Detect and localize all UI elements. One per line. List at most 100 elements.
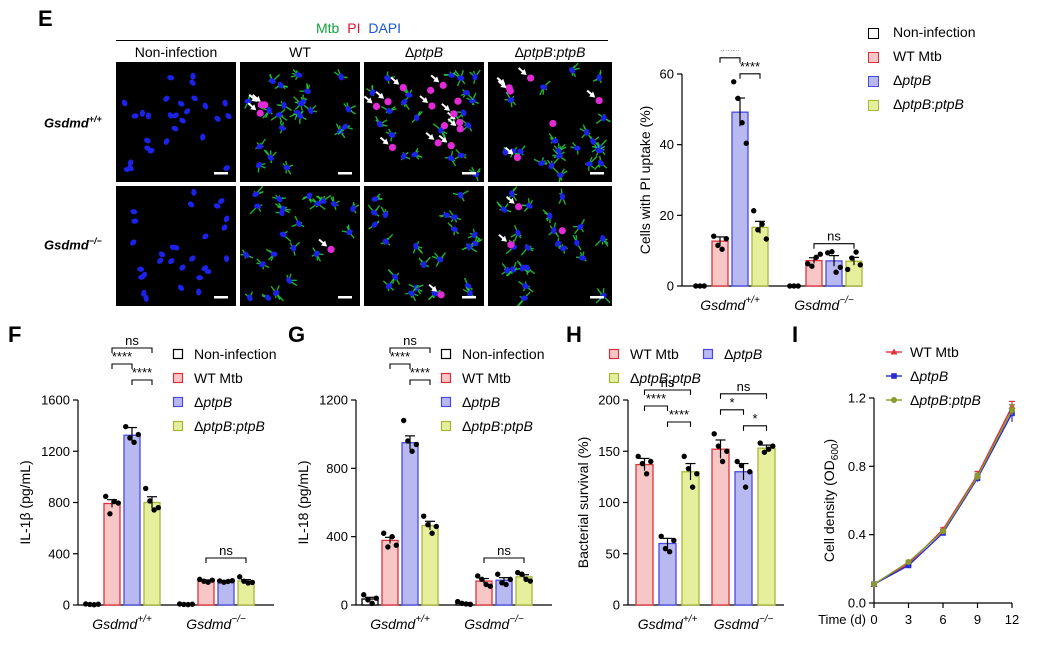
legend-label: ΔptpB — [194, 394, 232, 410]
nucleus — [276, 196, 283, 203]
data-point — [757, 440, 763, 446]
y-tick-label: 0 — [667, 279, 674, 294]
nucleus — [272, 290, 280, 297]
nucleus — [313, 250, 320, 258]
scale-bar — [590, 296, 604, 299]
legend-label: WT Mtb — [893, 48, 942, 64]
group-label: Gsdmd+/+ — [92, 614, 152, 632]
y-tick-label: 100 — [598, 495, 620, 510]
scale-bar — [590, 172, 604, 175]
nucleus — [524, 244, 531, 251]
legend-label: WT Mtb — [630, 346, 679, 362]
pi-positive-cell — [513, 153, 522, 162]
nucleus — [147, 148, 155, 154]
data-point — [249, 579, 255, 586]
panel-letter-f: F — [8, 322, 22, 347]
nucleus — [385, 282, 393, 289]
micrograph-ko-col3 — [364, 186, 484, 306]
significance-bracket — [719, 393, 768, 399]
micrograph-image — [130, 188, 230, 302]
data-point — [459, 600, 465, 606]
nucleus — [469, 98, 477, 104]
significance-label: ns — [403, 336, 417, 348]
nucleus — [421, 261, 427, 269]
nucleus — [431, 290, 439, 297]
nucleus — [386, 108, 393, 114]
data-point — [739, 120, 745, 126]
y-axis-label: IL-18 (pg/mL) — [295, 460, 311, 544]
nucleus — [252, 191, 260, 197]
legend-item: ΔptpB:ptpB — [868, 96, 964, 112]
significance-bracket — [666, 421, 692, 427]
arrow-head — [251, 95, 258, 102]
data-point — [701, 283, 707, 289]
micrograph-image — [496, 62, 611, 182]
nucleus — [171, 125, 179, 132]
group-label: Gsdmd−/− — [794, 295, 854, 313]
data-point — [237, 574, 243, 580]
nucleus — [346, 229, 353, 236]
nucleus — [330, 201, 338, 207]
pi-positive-cell — [388, 143, 397, 152]
nucleus — [223, 215, 230, 223]
nucleus — [500, 206, 508, 213]
data-point — [734, 458, 740, 465]
scale-bar — [214, 172, 228, 175]
data-point — [693, 283, 699, 289]
stain-label-pi: PI — [347, 20, 361, 36]
legend-swatch — [868, 27, 879, 39]
nucleus — [297, 101, 305, 107]
pi-positive-cell — [456, 125, 464, 133]
nucleus — [144, 137, 151, 144]
nucleus — [131, 218, 139, 224]
data-point — [201, 578, 207, 584]
data-point — [715, 242, 721, 249]
nucleus — [338, 73, 344, 81]
nucleus — [179, 117, 186, 124]
data-point — [499, 580, 505, 586]
nucleus — [254, 203, 262, 209]
micrograph-wt-col2 — [240, 62, 360, 182]
data-point — [463, 601, 469, 607]
nucleus — [350, 205, 356, 212]
legend-item: ΔptpB — [868, 72, 931, 88]
micrograph-header-rule — [116, 40, 608, 41]
nucleus — [222, 99, 228, 107]
legend-swatch — [868, 75, 879, 87]
data-point — [479, 576, 485, 583]
legend-swatch — [440, 348, 452, 360]
pi-positive-cell — [454, 97, 462, 105]
significance-bracket — [205, 557, 247, 563]
legend-item: Non-infection — [172, 346, 277, 362]
nucleus — [200, 133, 206, 141]
nucleus — [297, 113, 304, 119]
nucleus — [177, 100, 185, 107]
nucleus — [131, 113, 139, 119]
data-point — [697, 283, 703, 289]
legend-item: ΔptpB:ptpB — [172, 418, 265, 434]
significance-label: **** — [740, 59, 760, 74]
data-point — [151, 507, 157, 513]
arrow-head — [507, 148, 514, 155]
arrow-head — [433, 76, 440, 83]
y-tick-label: 1200 — [41, 444, 70, 459]
data-point — [747, 469, 753, 475]
arrow-head — [421, 97, 428, 104]
nucleus — [540, 84, 547, 90]
nucleus — [179, 264, 186, 271]
nucleus — [579, 255, 587, 261]
nucleus — [507, 97, 515, 103]
significance-label: **** — [410, 365, 430, 380]
data-point — [849, 255, 855, 261]
nucleus — [306, 192, 313, 200]
data-point — [433, 523, 439, 530]
pi-positive-cell — [399, 83, 407, 92]
nucleus — [143, 294, 149, 302]
marker — [891, 373, 897, 379]
data-point — [738, 462, 745, 469]
nucleus — [471, 241, 479, 247]
group-label: Gsdmd−/− — [714, 614, 774, 632]
nucleus — [264, 294, 272, 301]
nucleus — [457, 191, 464, 199]
nucleus — [157, 257, 164, 264]
